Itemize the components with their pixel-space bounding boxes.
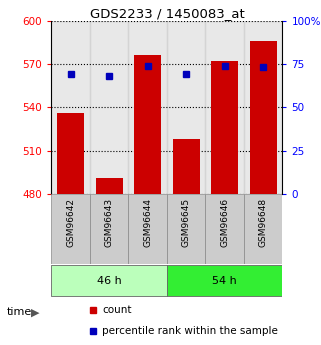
Bar bbox=[244, 194, 282, 264]
Bar bbox=[90, 21, 128, 194]
Bar bbox=[173, 139, 200, 194]
Bar bbox=[57, 113, 84, 194]
Text: 46 h: 46 h bbox=[97, 276, 122, 286]
Bar bbox=[51, 265, 167, 296]
Text: GSM96643: GSM96643 bbox=[105, 198, 114, 247]
Bar bbox=[51, 194, 90, 264]
Title: GDS2233 / 1450083_at: GDS2233 / 1450083_at bbox=[90, 7, 244, 20]
Bar bbox=[205, 194, 244, 264]
Text: 54 h: 54 h bbox=[212, 276, 237, 286]
Bar bbox=[51, 21, 90, 194]
Text: time: time bbox=[6, 307, 32, 317]
Bar bbox=[134, 56, 161, 194]
Bar bbox=[205, 21, 244, 194]
Text: percentile rank within the sample: percentile rank within the sample bbox=[102, 326, 278, 336]
Text: GSM96645: GSM96645 bbox=[182, 198, 191, 247]
Text: GSM96648: GSM96648 bbox=[259, 198, 268, 247]
Bar bbox=[128, 194, 167, 264]
Text: count: count bbox=[102, 305, 132, 315]
Text: GSM96646: GSM96646 bbox=[220, 198, 229, 247]
Bar bbox=[167, 21, 205, 194]
Bar bbox=[244, 21, 282, 194]
Bar bbox=[90, 194, 128, 264]
Text: GSM96644: GSM96644 bbox=[143, 198, 152, 247]
Text: GSM96642: GSM96642 bbox=[66, 198, 75, 247]
Bar bbox=[167, 265, 282, 296]
Bar bbox=[211, 61, 238, 194]
Bar bbox=[250, 41, 277, 194]
Text: ▶: ▶ bbox=[30, 307, 39, 317]
Bar bbox=[128, 21, 167, 194]
Bar bbox=[167, 194, 205, 264]
Bar bbox=[96, 178, 123, 194]
